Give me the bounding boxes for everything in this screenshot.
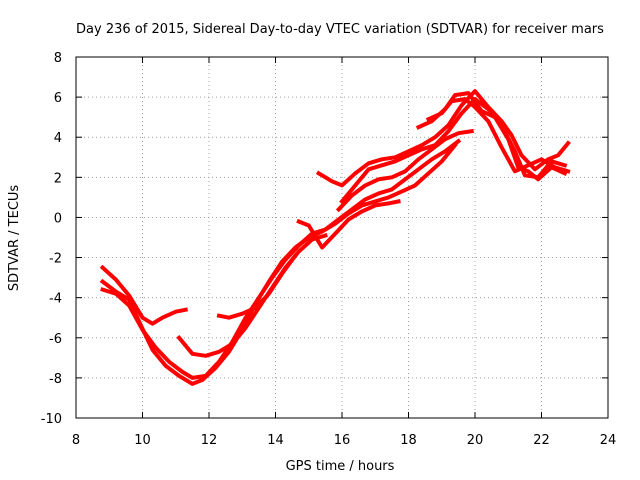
y-tick-label: 8 <box>54 51 62 66</box>
x-axis-label: GPS time / hours <box>286 459 395 474</box>
x-tick-label: 12 <box>201 433 218 448</box>
y-tick-label: -4 <box>49 292 62 307</box>
series-track-8 <box>335 128 474 213</box>
x-tick-label: 8 <box>72 433 80 448</box>
ticks <box>75 56 609 419</box>
series-track-3 <box>100 138 462 380</box>
series-track-4 <box>176 233 328 358</box>
x-tick-label: 20 <box>467 433 484 448</box>
y-tick-labels: -10 -8 -6 -4 -2 0 2 4 6 8 <box>41 51 62 427</box>
series-track-9 <box>339 97 568 205</box>
y-tick-label: -2 <box>49 252 62 267</box>
y-tick-label: 6 <box>54 91 62 106</box>
x-tick-label: 18 <box>400 433 417 448</box>
y-tick-label: -6 <box>49 332 62 347</box>
y-tick-label: -8 <box>49 372 62 387</box>
x-tick-label: 16 <box>334 433 351 448</box>
y-tick-label: -10 <box>41 412 62 427</box>
series-track-1 <box>99 264 189 326</box>
x-tick-label: 24 <box>600 433 617 448</box>
y-axis-label: SDTVAR / TECUs <box>7 185 22 292</box>
x-tick-label: 22 <box>533 433 550 448</box>
series-track-10 <box>415 91 568 182</box>
y-tick-label: 0 <box>54 211 62 226</box>
series-track-5 <box>216 252 299 320</box>
series-layer <box>99 89 571 386</box>
grid <box>76 57 608 418</box>
x-tick-labels: 8 10 12 14 16 18 20 22 24 <box>72 433 616 448</box>
x-tick-label: 14 <box>267 433 284 448</box>
y-tick-label: 4 <box>54 131 62 146</box>
series-track-6 <box>296 199 401 250</box>
chart-title: Day 236 of 2015, Sidereal Day-to-day VTE… <box>76 22 604 37</box>
series-track-11 <box>425 97 571 174</box>
y-tick-label: 2 <box>54 171 62 186</box>
x-tick-label: 10 <box>134 433 151 448</box>
